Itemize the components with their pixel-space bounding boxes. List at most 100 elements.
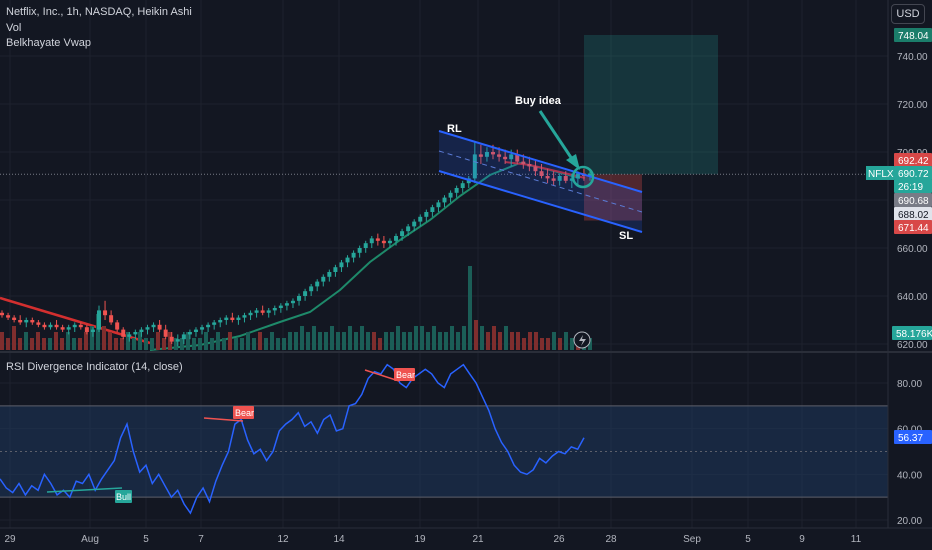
candle-body [575,173,580,179]
volume-bar [570,338,574,350]
volume-bar [534,332,538,350]
candle-body [242,315,247,318]
candle-body [151,324,156,328]
volume-bar [258,332,262,350]
volume-bar [348,326,352,350]
volume-bar [384,332,388,350]
rsi-tick-label: 40.00 [897,470,922,481]
volume-bar [138,332,142,350]
time-tick-label: 5 [745,534,751,545]
candle-body [133,332,138,335]
time-tick-label: 12 [277,534,289,545]
volume-bar [150,338,154,350]
volume-bar [408,332,412,350]
price-tick-label: 740.00 [897,52,928,63]
candle-body [424,212,429,217]
volume-bar [102,326,106,350]
time-tick-label: 28 [605,534,617,545]
buy-idea-label: Buy idea [515,95,562,107]
candle-body [412,221,417,227]
rsi-pane[interactable] [0,363,888,515]
candle-body [224,317,229,320]
candle-body [472,154,477,179]
bear-tag-1-bg [233,406,254,419]
candle-body [145,327,150,330]
candle-body [545,176,550,179]
candle-body [24,320,29,323]
time-tick-label: Sep [683,534,701,545]
volume-bar [18,338,22,350]
candle-body [0,312,4,316]
volume-bar [426,332,430,350]
candle-body [187,332,192,335]
volume-bar [24,332,28,350]
volume-bar [120,338,124,350]
candle-body [539,171,544,176]
nflx-tag-bg [866,166,894,180]
volume-bar [540,338,544,350]
candle-body [48,324,53,328]
last-price-badge-bg [894,166,932,180]
candle-body [491,152,496,155]
candle-body [381,240,386,244]
volume-bar [390,332,394,350]
volume-bar [510,332,514,350]
volume-bar [54,332,58,350]
volume-bar [210,338,214,350]
candle-body [363,243,368,248]
volume-bar [336,332,340,350]
volume-bar [174,338,178,350]
candle-body [436,202,441,208]
candle-body [78,324,83,328]
candle-body [60,327,65,330]
volume-bar [312,326,316,350]
candle-body [497,154,502,157]
volume-bar [420,326,424,350]
upper-stop-badge-bg [894,153,932,167]
indicator-vol[interactable]: Vol [6,22,22,34]
currency-button[interactable]: USD [891,4,925,24]
volume-bar [126,332,130,350]
candle-body [400,231,405,236]
volume-bar [294,332,298,350]
volume-bar [468,266,472,350]
candle-body [254,310,259,313]
rsi-title[interactable]: RSI Divergence Indicator (14, close) [6,361,183,373]
time-tick-label: 26 [553,534,565,545]
level-1-badge-bg [894,193,932,207]
bull-tag-bg [115,490,132,503]
candle-body [430,207,435,212]
price-tick-label: 720.00 [897,100,928,111]
indicator-vwap[interactable]: Belkhayate Vwap [6,37,91,49]
long-position-tool[interactable] [0,35,888,221]
upper-stop-badge: 692.42 [898,156,929,167]
volume-bar [462,326,466,350]
time-tick-label: 21 [472,534,484,545]
candle-body [54,324,59,328]
candle-body [284,303,289,306]
stop-zone [584,174,642,221]
candle-body [12,317,17,320]
symbol-title[interactable]: Netflix, Inc., 1h, NASDAQ, Heikin Ashi [6,6,192,18]
volume-bar [96,314,100,350]
rsi-value-badge-bg [894,430,932,444]
candle-body [169,336,174,342]
regression-channel[interactable] [438,110,643,349]
volume-bar [558,338,562,350]
volume-bar [192,338,196,350]
candle-body [103,310,108,316]
candle-body [503,156,508,160]
volume-bar [228,332,232,350]
volume-bar [444,332,448,350]
level-1-badge: 690.68 [898,196,929,207]
candle-body [200,327,205,330]
volume-bar [564,332,568,350]
volume-bar [72,338,76,350]
volume-bar [186,332,190,350]
candle-body [127,334,132,337]
volume-bar [456,332,460,350]
volume-bar [264,338,268,350]
buy-idea-arrowhead [566,154,580,170]
bear-tag-2-bg [394,368,415,381]
